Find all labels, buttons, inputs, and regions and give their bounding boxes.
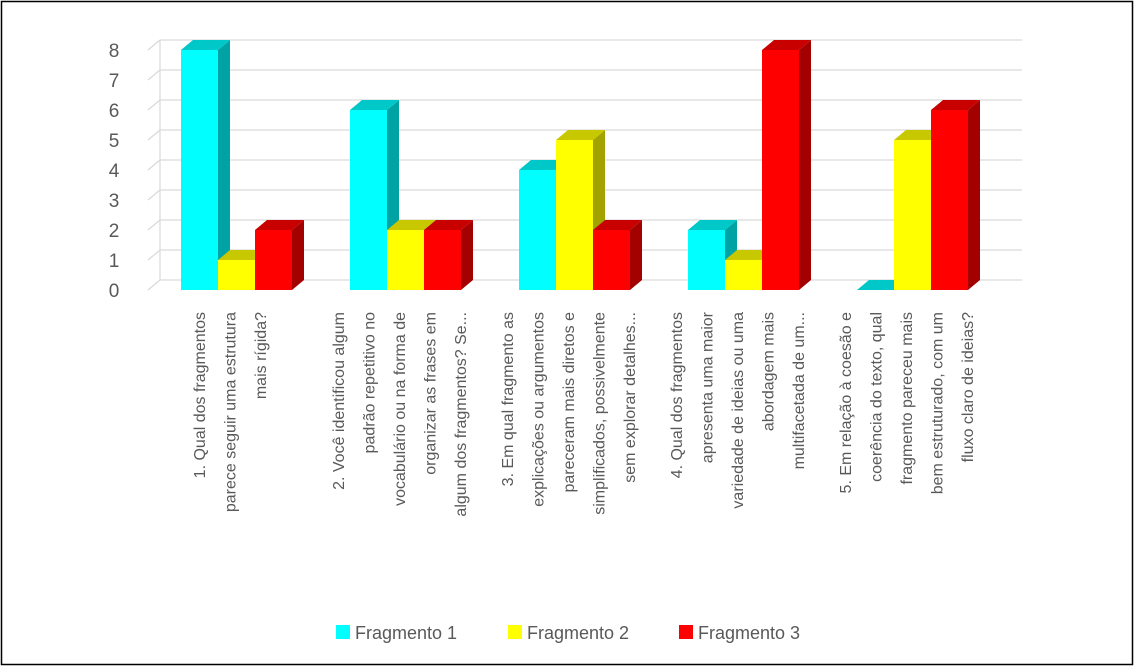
category-label-line: 5. Em relação à coesão e: [838, 312, 855, 494]
category-label-line: pareceram mais diretos e: [561, 312, 578, 493]
bar: [350, 100, 399, 290]
bar-front: [556, 140, 593, 290]
y-tick-label: 7: [109, 71, 120, 92]
bar-top: [255, 220, 304, 230]
bar-top: [350, 100, 399, 110]
legend-item: Fragmento 2: [508, 623, 629, 643]
bar-front: [725, 260, 762, 290]
category-label-line: algum dos fragmentos? Se...: [453, 312, 470, 517]
bar: [593, 220, 642, 290]
legend-swatch: [679, 625, 693, 639]
category-label-line: 2. Você identificou algum: [331, 312, 348, 490]
category-label-line: multifacetada de um...: [791, 312, 808, 469]
category-label-line: fragmento pareceu mais: [899, 312, 916, 485]
bar-front: [593, 230, 630, 290]
y-tick-label: 1: [109, 251, 120, 272]
bar-top: [894, 130, 943, 140]
category-label-line: organizar as frases em: [423, 312, 440, 475]
gridline-depth: [147, 189, 161, 201]
bar-side: [630, 220, 642, 290]
bar-top: [688, 220, 737, 230]
bar-front: [519, 170, 556, 290]
y-tick-label: 3: [109, 191, 120, 212]
category-label-line: bem estruturado, com um: [930, 312, 947, 494]
bar-side: [292, 220, 304, 290]
bar: [255, 220, 304, 290]
category-label-line: fluxo claro de ideias?: [960, 312, 977, 462]
bar-front: [350, 110, 387, 290]
category-label-line: parece seguir uma estrutura: [223, 312, 240, 512]
category-label-line: coerência do texto, qual: [869, 312, 886, 482]
gridline-depth: [147, 39, 161, 51]
legend: Fragmento 1 Fragmento 2 Fragmento 3: [336, 623, 800, 643]
category-label-line: 3. Em qual fragmento as: [500, 312, 517, 486]
legend-swatch: [508, 625, 522, 639]
category-label-line: explicações ou argumentos: [531, 312, 548, 507]
category-label-line: simplificados, possivelmente: [592, 312, 609, 515]
category-label-line: sem explorar detalhes...: [622, 312, 639, 483]
y-tick-label: 4: [109, 161, 120, 182]
category-label-line: mais rígida?: [253, 312, 270, 399]
y-tick-label: 6: [109, 101, 120, 122]
legend-label: Fragmento 2: [527, 623, 629, 643]
bar-top: [181, 40, 230, 50]
bar-side: [799, 40, 811, 290]
gridline-depth: [147, 69, 161, 81]
bar-front: [218, 260, 255, 290]
legend-item: Fragmento 1: [336, 623, 457, 643]
bar-front: [931, 110, 968, 290]
gridline-depth: [147, 129, 161, 141]
bar-top: [556, 130, 605, 140]
bar: [424, 220, 473, 290]
bar-top: [593, 220, 642, 230]
category-label-line: padrão repetitivo no: [362, 312, 379, 454]
bar-front: [424, 230, 461, 290]
y-tick-label: 2: [109, 221, 120, 242]
y-tick-label: 5: [109, 131, 120, 152]
category-label-line: vocabulário ou na forma de: [392, 312, 409, 506]
bar-front: [894, 140, 931, 290]
gridline-depth: [147, 249, 161, 261]
gridline-depth: [147, 159, 161, 171]
gridline-depth: [147, 279, 161, 291]
bar: [857, 280, 906, 290]
bar-front: [181, 50, 218, 290]
bar-front: [387, 230, 424, 290]
bar: [762, 40, 811, 290]
bar-top: [519, 160, 568, 170]
bar-top: [857, 280, 906, 290]
legend-item: Fragmento 3: [679, 623, 800, 643]
bar-top: [931, 100, 980, 110]
category-label-line: apresenta uma maior: [700, 311, 717, 463]
bar-front: [688, 230, 725, 290]
bar-front: [762, 50, 799, 290]
legend-label: Fragmento 1: [355, 623, 457, 643]
bar-top: [725, 250, 774, 260]
bars: [181, 40, 980, 290]
y-tick-label: 8: [109, 41, 120, 62]
legend-label: Fragmento 3: [698, 623, 800, 643]
y-axis: 0 1 2 3 4 5 6 7 8: [109, 41, 120, 302]
bar-side: [968, 100, 980, 290]
legend-swatch: [336, 625, 350, 639]
category-label-line: abordagem mais: [761, 312, 778, 431]
category-label-line: 4. Qual dos fragmentos: [669, 312, 686, 478]
bar: [181, 40, 230, 290]
gridline-depth: [147, 219, 161, 231]
bar-top: [387, 220, 436, 230]
bar-top: [424, 220, 473, 230]
y-tick-label: 0: [109, 281, 120, 302]
bar-front: [255, 230, 292, 290]
category-label-line: 1. Qual dos fragmentos: [192, 312, 209, 478]
bar-side: [461, 220, 473, 290]
bar: [931, 100, 980, 290]
bar-top: [762, 40, 811, 50]
category-label-line: variedade de ideias ou uma: [730, 312, 747, 509]
gridline-depth: [147, 99, 161, 111]
x-axis-categories: 1. Qual dos fragmentos parece seguir uma …: [192, 311, 977, 516]
bar-side: [218, 40, 230, 290]
bar-top: [218, 250, 267, 260]
